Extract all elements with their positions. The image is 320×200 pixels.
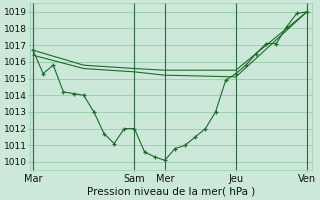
X-axis label: Pression niveau de la mer( hPa ): Pression niveau de la mer( hPa ): [87, 187, 255, 197]
